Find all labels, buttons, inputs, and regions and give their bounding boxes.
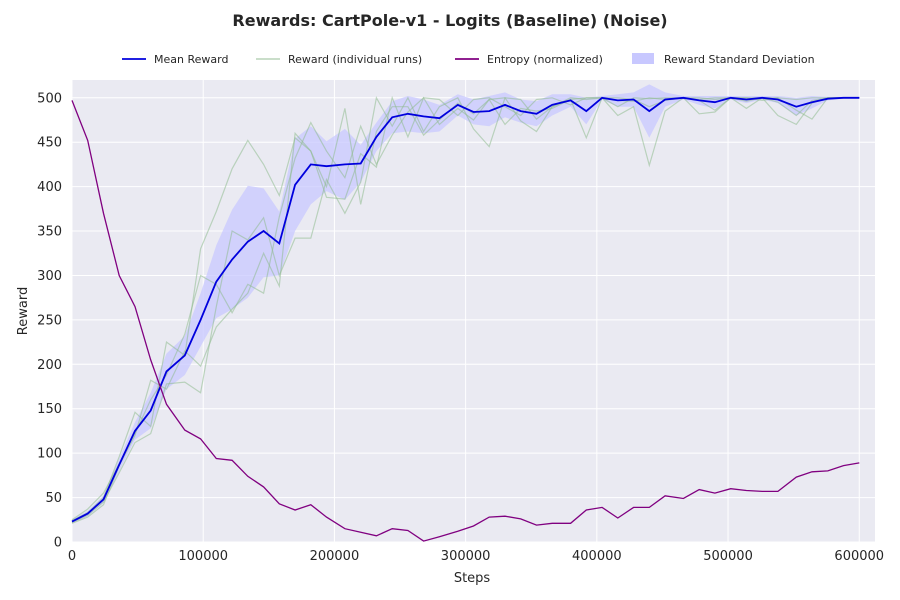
mean-layer — [71, 96, 860, 523]
mean-reward-line — [71, 96, 860, 523]
legend-label: Reward Standard Deviation — [664, 53, 815, 66]
entropy-line — [71, 100, 860, 542]
x-tick-label: 400000 — [572, 549, 622, 564]
y-tick-label: 500 — [37, 91, 62, 106]
x-tick-label: 0 — [68, 549, 76, 564]
legend-label: Mean Reward — [154, 53, 228, 66]
std-band-layer — [72, 84, 860, 524]
x-tick-label: 100000 — [178, 549, 228, 564]
x-tick-label: 300000 — [441, 549, 491, 564]
y-tick-label: 250 — [37, 313, 62, 328]
y-tick-label: 0 — [54, 536, 62, 551]
x-tick-label: 500000 — [703, 549, 753, 564]
y-tick-label: 450 — [37, 136, 62, 151]
run-line-2 — [71, 96, 860, 524]
x-tick-label: 200000 — [310, 549, 360, 564]
y-tick-label: 100 — [37, 447, 62, 462]
y-tick-label: 200 — [37, 358, 62, 373]
y-tick-label: 400 — [37, 180, 62, 195]
std-deviation-band — [72, 84, 860, 524]
y-tick-label: 150 — [37, 402, 62, 417]
y-axis-label: Reward — [16, 287, 31, 335]
y-tick-label: 50 — [45, 491, 62, 506]
x-tick-label: 600000 — [834, 549, 884, 564]
y-tick-label: 300 — [37, 269, 62, 284]
legend-swatch-std-band — [632, 53, 654, 64]
x-axis-label: Steps — [454, 571, 491, 586]
plot-area — [72, 80, 875, 542]
x-axis-ticks: 0 100000 200000 300000 400000 500000 600000 — [68, 549, 884, 564]
legend-label: Entropy (normalized) — [487, 53, 603, 66]
y-tick-label: 350 — [37, 225, 62, 240]
chart-title: Rewards: CartPole-v1 - Logits (Baseline)… — [232, 11, 667, 30]
entropy-layer — [71, 100, 860, 542]
y-axis-ticks: 0 50 100 150 200 250 300 350 400 450 500 — [37, 91, 62, 550]
legend: Mean Reward Reward (individual runs) Entro… — [122, 53, 815, 66]
legend-label: Reward (individual runs) — [288, 53, 422, 66]
